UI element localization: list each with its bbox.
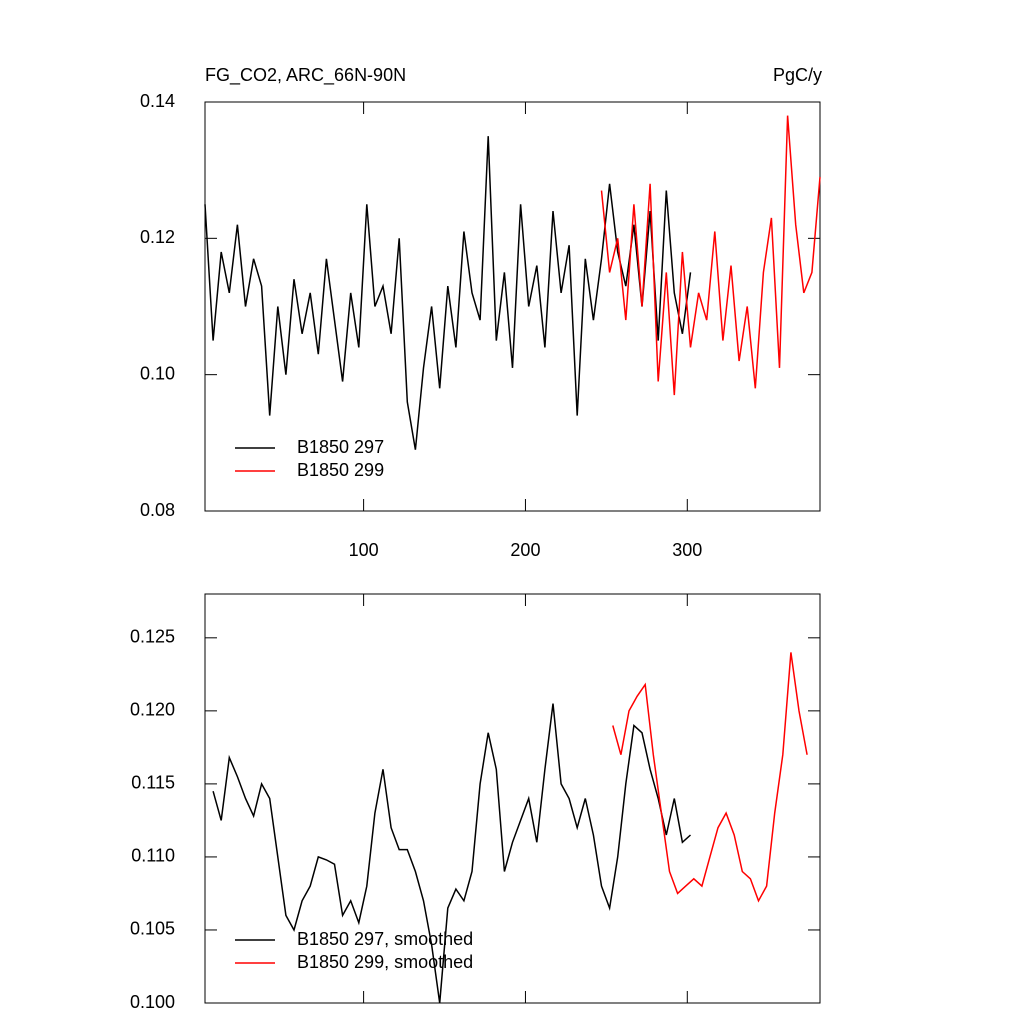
- legend-label: B1850 297: [297, 437, 384, 457]
- y-tick-label: 0.110: [131, 846, 175, 866]
- y-tick-label: 0.08: [140, 500, 175, 520]
- data-line: [600, 115, 821, 396]
- x-tick-label: 200: [510, 540, 540, 560]
- units-label: PgC/y: [773, 65, 822, 85]
- y-tick-label: 0.14: [140, 91, 175, 111]
- data-line: [212, 703, 692, 1004]
- y-tick-label: 0.120: [130, 700, 175, 720]
- y-tick-label: 0.100: [130, 992, 175, 1012]
- y-tick-label: 0.105: [130, 919, 175, 939]
- x-tick-label: 300: [672, 540, 702, 560]
- y-tick-label: 0.125: [130, 627, 175, 647]
- x-tick-label: 100: [349, 540, 379, 560]
- y-tick-label: 0.115: [131, 773, 175, 793]
- legend-label: B1850 299, smoothed: [297, 952, 473, 972]
- plot-frame: [204, 593, 821, 1004]
- plot-frame: [204, 101, 821, 512]
- chart-title: FG_CO2, ARC_66N-90N: [205, 65, 406, 86]
- data-line: [204, 136, 692, 450]
- y-tick-label: 0.10: [140, 363, 175, 383]
- legend-label: B1850 297, smoothed: [297, 929, 473, 949]
- legend-label: B1850 299: [297, 460, 384, 480]
- data-line: [612, 652, 808, 903]
- y-tick-label: 0.12: [140, 227, 175, 247]
